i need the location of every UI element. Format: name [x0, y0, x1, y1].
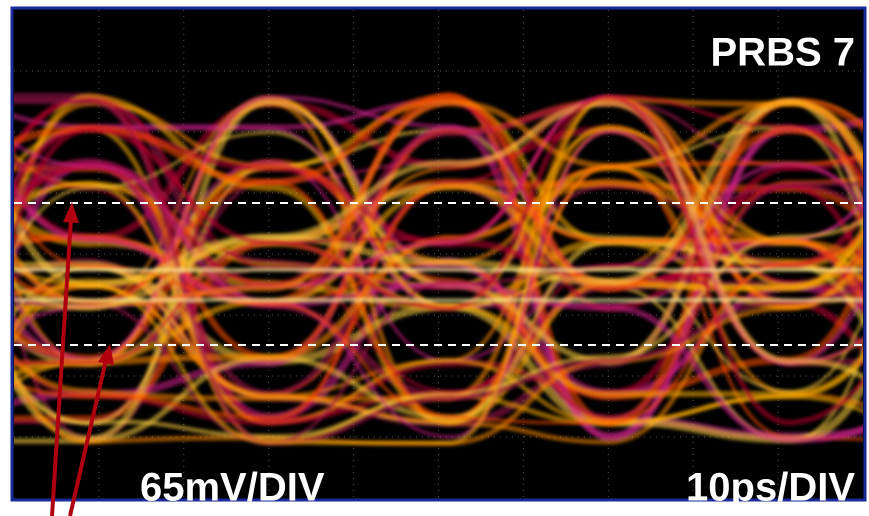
scope-screen: PRBS 7 65mV/DIV 10ps/DIV	[0, 0, 869, 516]
vertical-scale: 65mV/DIV	[140, 466, 325, 510]
pattern-label: PRBS 7	[711, 31, 856, 75]
page: {"screen": {"pattern_label": "PRBS 7", "…	[0, 0, 869, 516]
horizontal-scale: 10ps/DIV	[686, 466, 855, 510]
